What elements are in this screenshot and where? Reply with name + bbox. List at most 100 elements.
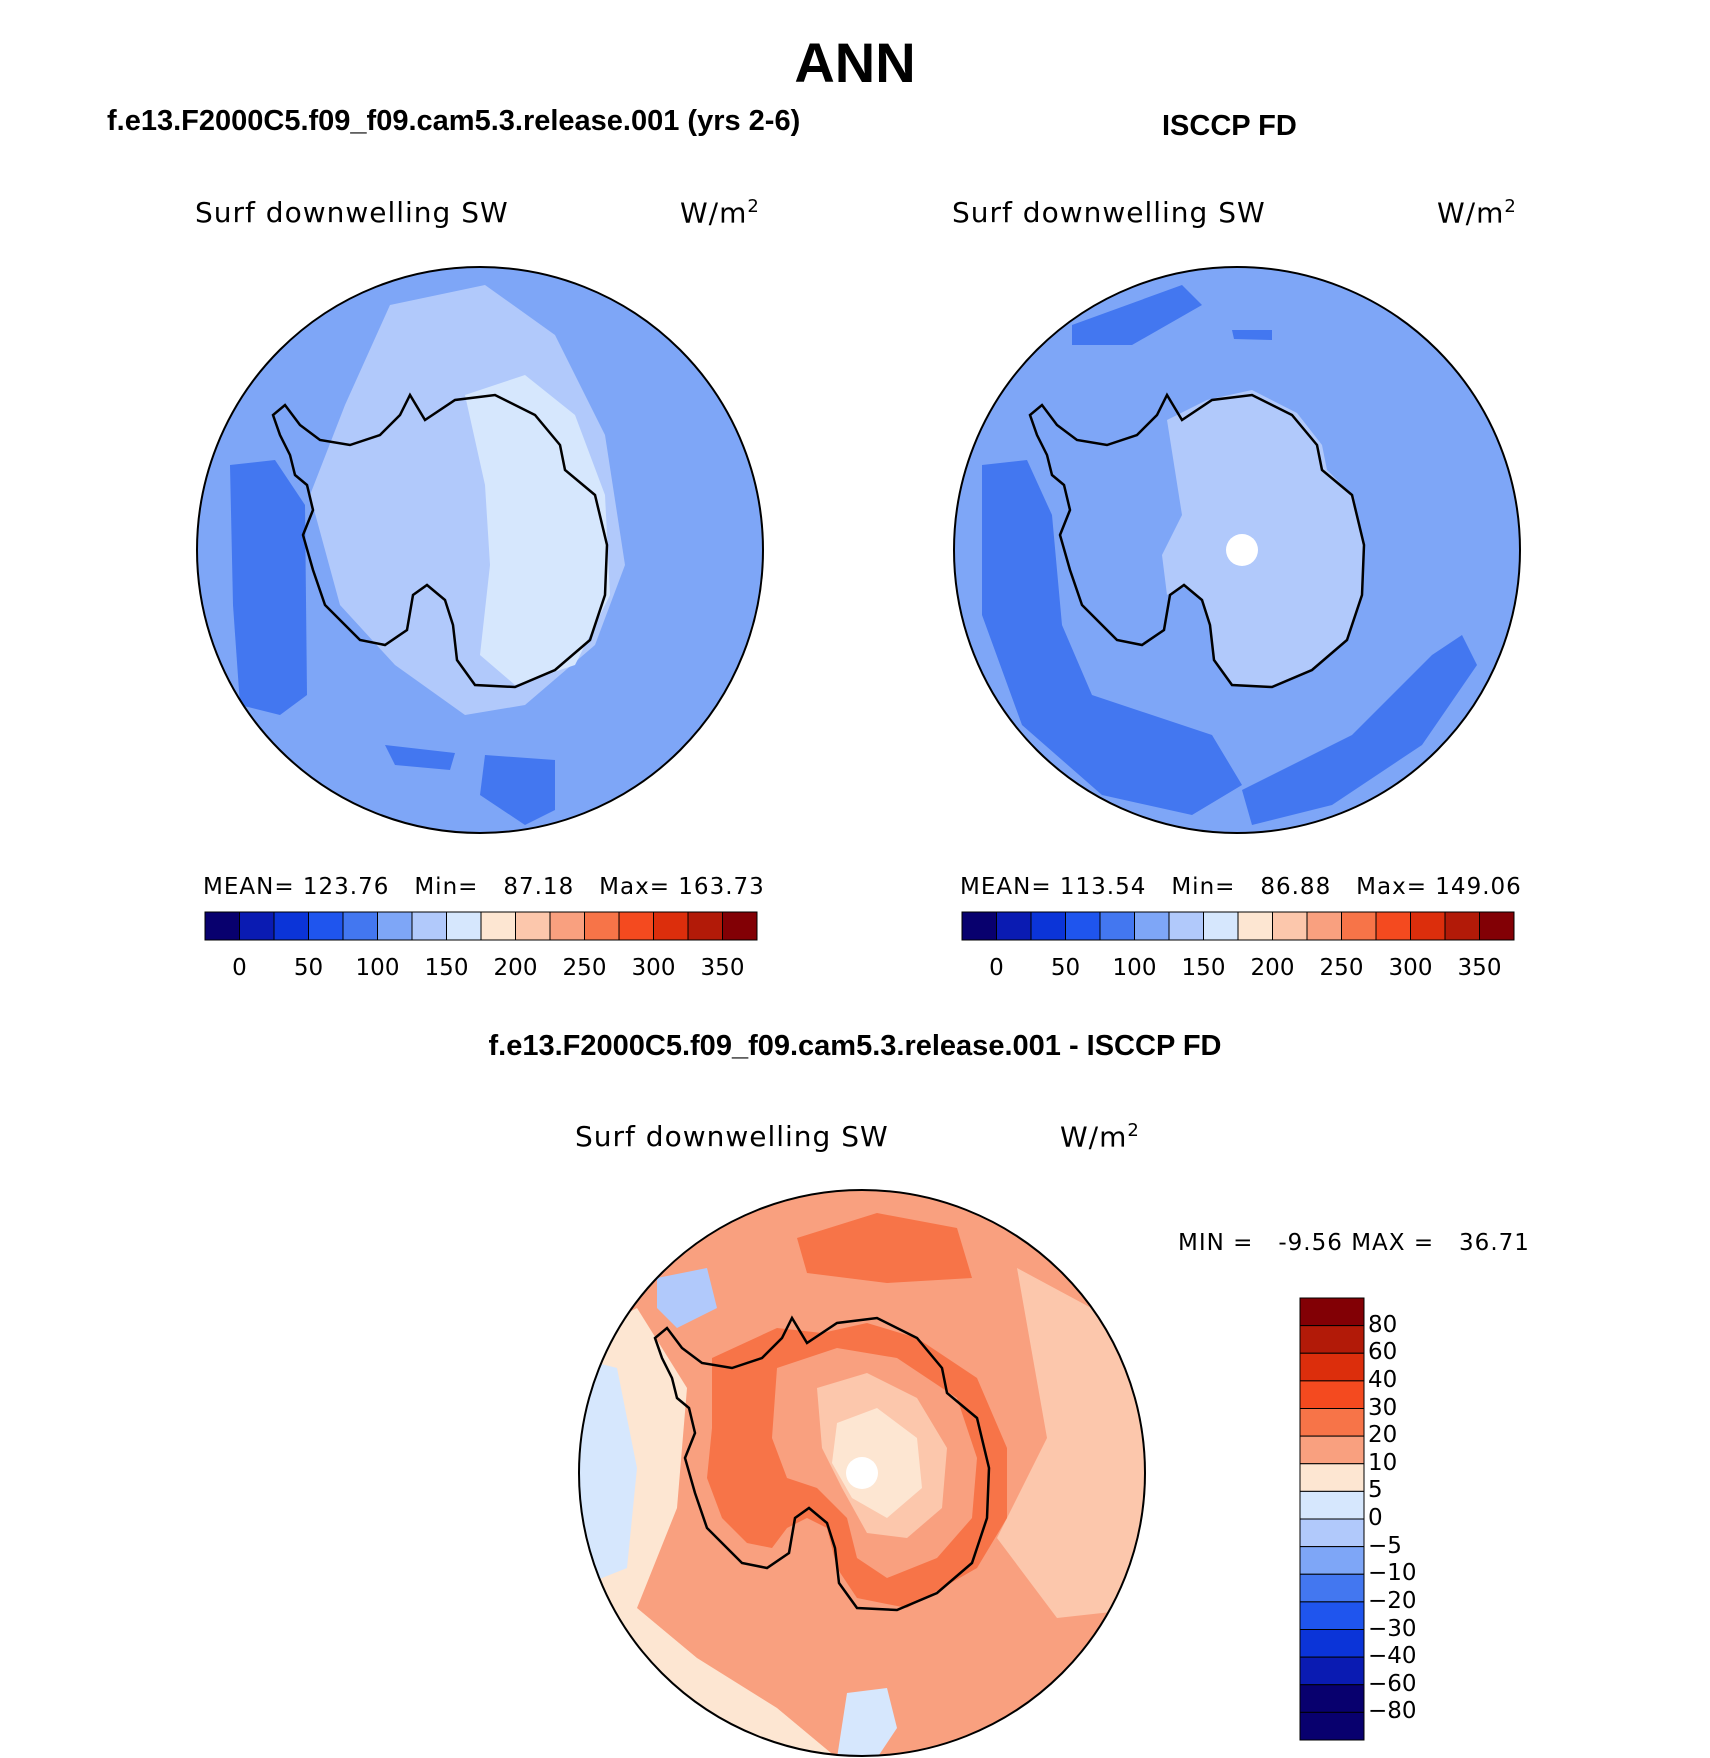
high-sw-plateau (465, 375, 610, 685)
colorbar-tick-label: −5 (1368, 1532, 1402, 1559)
colorbar-swatch (996, 911, 1032, 941)
colorbar-tick-label: −10 (1368, 1560, 1417, 1587)
colorbar-swatch (1299, 1629, 1365, 1658)
colorbar-tick-label: −30 (1368, 1615, 1417, 1642)
panel-2-variable-label: Surf downwelling SW (952, 196, 1266, 229)
difference-subtitle: f.e13.F2000C5.f09_f09.cam5.3.release.001… (488, 1030, 1222, 1062)
colorbar-tick-label: 40 (1368, 1366, 1398, 1393)
colorbar-tick-label: 5 (1368, 1477, 1383, 1504)
difference-max: 36.71 (1459, 1230, 1530, 1256)
panel-2-min: 86.88 (1260, 874, 1332, 900)
colorbar-swatch (549, 911, 585, 941)
colorbar-swatch (1375, 911, 1411, 941)
colorbar-tick-label: 50 (293, 955, 324, 981)
difference-variable-label: Surf downwelling SW (575, 1120, 889, 1153)
colorbar-swatch (1299, 1601, 1365, 1630)
colorbar-swatch (1299, 1518, 1365, 1548)
panel-1-stats: MEAN= 123.76 Min= 87.18 Max= 163.73 (203, 874, 765, 900)
mid-sw-continent (1162, 390, 1364, 687)
low-sw-patch-top (1072, 285, 1202, 345)
colorbar-swatch (1299, 1297, 1365, 1327)
colorbar-tick-label: 80 (1368, 1311, 1398, 1338)
colorbar-swatch (515, 911, 551, 941)
difference-polar-map (578, 1189, 1146, 1757)
colorbar-swatch (239, 911, 275, 941)
colorbar-tick-label: 10 (1368, 1449, 1398, 1476)
colorbar-swatch (1299, 1352, 1365, 1382)
colorbar-swatch (1237, 911, 1273, 941)
colorbar-swatch (1134, 911, 1170, 941)
colorbar-tick-label: 350 (700, 955, 745, 981)
colorbar-swatch (1299, 1656, 1365, 1686)
difference-units-label: W/m2 (1060, 1120, 1140, 1154)
antarctica-coastline (271, 392, 609, 689)
small-positive-east (997, 1268, 1145, 1618)
colorbar-tick-label: 350 (1457, 955, 1502, 981)
colorbar-swatch (1299, 1711, 1365, 1741)
panel-2-max: 149.06 (1435, 874, 1522, 900)
colorbar-tick-label: −60 (1368, 1670, 1417, 1697)
colorbar-tick-label: 100 (355, 955, 400, 981)
low-sw-band-east (1242, 635, 1477, 825)
small-positive-west (579, 1308, 837, 1756)
colorbar-swatch (1168, 911, 1204, 941)
colorbar-swatch (1299, 1463, 1365, 1492)
panel-2-subtitle: ISCCP FD (1162, 110, 1297, 142)
colorbar-swatch (618, 911, 654, 941)
colorbar-swatch (1299, 1546, 1365, 1575)
colorbar-swatch (584, 911, 620, 941)
panel-1-colorbar (204, 911, 758, 941)
colorbar-tick-label: −20 (1368, 1587, 1417, 1614)
panel-2-units-label: W/m2 (1437, 196, 1517, 230)
colorbar-tick-label: 200 (493, 955, 538, 981)
colorbar-swatch (1299, 1408, 1365, 1437)
difference-min: -9.56 (1278, 1230, 1343, 1256)
colorbar-swatch (687, 911, 723, 941)
colorbar-swatch (1341, 911, 1377, 941)
figure-title: ANN (794, 31, 916, 94)
colorbar-swatch (1299, 1573, 1365, 1603)
colorbar-swatch (722, 911, 758, 941)
colorbar-tick-label: −40 (1368, 1643, 1417, 1670)
colorbar-tick-label: 150 (424, 955, 469, 981)
colorbar-tick-label: 0 (1368, 1505, 1383, 1531)
colorbar-swatch (1299, 1490, 1365, 1520)
panel-2-polar-map (953, 266, 1521, 834)
panel-2-stats: MEAN= 113.54 Min= 86.88 Max= 149.06 (960, 874, 1522, 900)
panel-1-mean: 123.76 (302, 874, 390, 900)
difference-stats: MIN = -9.56 MAX = 36.71 (1178, 1230, 1530, 1256)
low-sw-patch-top-2 (1232, 330, 1272, 340)
colorbar-swatch (1299, 1684, 1365, 1713)
colorbar-tick-label: 0 (989, 955, 1004, 981)
panel-1-variable-label: Surf downwelling SW (195, 196, 509, 229)
colorbar-swatch (446, 911, 482, 941)
panel-1-subtitle: f.e13.F2000C5.f09_f09.cam5.3.release.001… (107, 105, 801, 137)
colorbar-swatch (377, 911, 413, 941)
map-boundary (953, 266, 1521, 834)
negative-patch-nw (657, 1268, 717, 1328)
colorbar-swatch (411, 911, 447, 941)
map-boundary (196, 266, 764, 834)
colorbar-tick-label: 150 (1181, 955, 1226, 981)
colorbar-tick-label: 300 (631, 955, 676, 981)
colorbar-swatch (1065, 911, 1101, 941)
weak-positive-pole (832, 1408, 922, 1518)
colorbar-tick-label: 250 (562, 955, 607, 981)
colorbar-tick-label: 300 (1388, 955, 1433, 981)
colorbar-swatch (308, 911, 344, 941)
panel-1-units-label: W/m2 (680, 196, 760, 230)
colorbar-swatch (273, 911, 309, 941)
difference-colorbar (1299, 1297, 1365, 1741)
colorbar-swatch (1272, 911, 1308, 941)
colorbar-swatch (1203, 911, 1239, 941)
low-sw-band-west (982, 460, 1242, 815)
colorbar-swatch (653, 911, 689, 941)
colorbar-tick-label: 30 (1368, 1394, 1398, 1421)
colorbar-tick-label: 0 (232, 955, 247, 981)
polar-hole (846, 1457, 878, 1489)
colorbar-swatch (1299, 1325, 1365, 1354)
colorbar-swatch (1410, 911, 1446, 941)
polar-hole (1226, 534, 1258, 566)
colorbar-swatch (204, 911, 240, 941)
colorbar-swatch (1099, 911, 1135, 941)
